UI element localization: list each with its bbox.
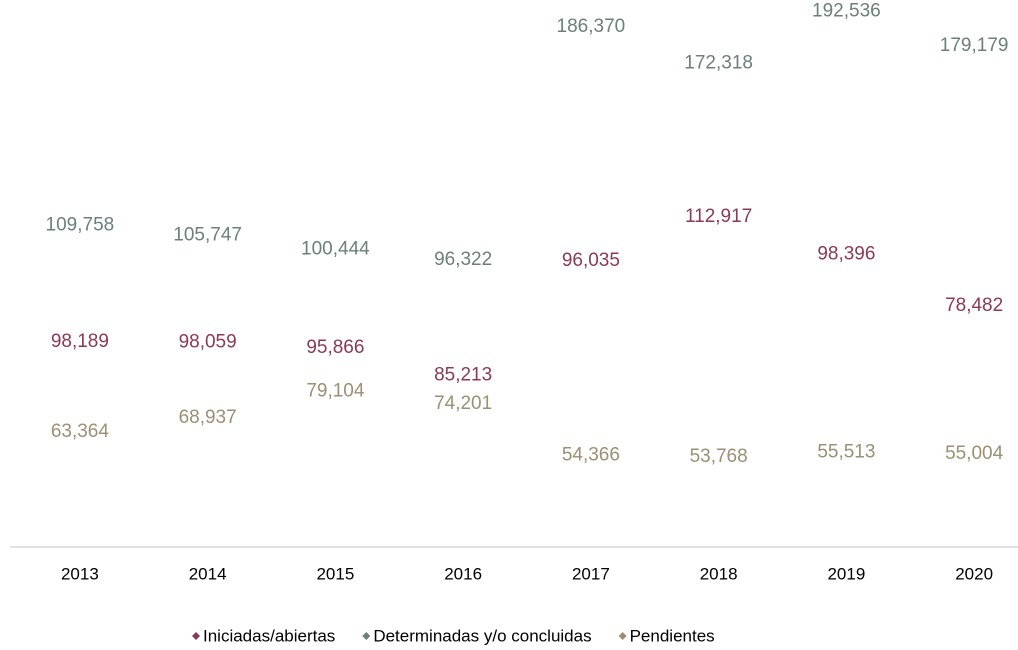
x-tick-label: 2015 [316, 564, 354, 583]
data-label: 105,747 [173, 225, 242, 246]
legend-marker [362, 632, 371, 640]
legend-label: Iniciadas/abiertas [203, 626, 335, 645]
data-label: 53,768 [690, 446, 748, 467]
data-label: 172,318 [684, 53, 753, 74]
legend-label: Pendientes [630, 626, 715, 645]
x-tick-label: 2020 [955, 564, 993, 583]
x-tick-label: 2014 [189, 564, 227, 583]
data-label: 74,201 [434, 393, 492, 414]
data-label: 55,004 [945, 443, 1004, 464]
data-label: 96,035 [562, 250, 620, 271]
data-label: 98,059 [179, 332, 237, 353]
x-tick-label: 2018 [700, 564, 738, 583]
data-label: 78,482 [945, 295, 1003, 316]
data-label: 85,213 [434, 365, 492, 386]
legend-marker [192, 632, 200, 640]
data-label: 95,866 [306, 337, 364, 358]
data-label: 112,917 [685, 206, 752, 227]
data-label: 98,396 [817, 244, 875, 265]
data-label: 186,370 [557, 16, 626, 37]
legend-marker [618, 632, 627, 640]
data-label: 68,937 [179, 407, 237, 428]
data-label: 100,444 [301, 238, 370, 259]
data-label: 63,364 [51, 421, 110, 442]
x-tick-label: 2017 [572, 564, 610, 583]
data-label: 98,189 [51, 331, 109, 352]
x-tick-label: 2019 [827, 564, 865, 583]
data-label: 54,366 [562, 444, 620, 465]
x-tick-label: 2016 [444, 564, 482, 583]
data-label: 179,179 [940, 35, 1009, 56]
data-label: 79,104 [306, 381, 365, 402]
legend-label: Determinadas y/o concluidas [373, 626, 591, 645]
data-label: 109,758 [46, 214, 115, 235]
data-label: 192,536 [812, 0, 881, 21]
x-tick-label: 2013 [61, 564, 99, 583]
data-label: 55,513 [817, 442, 875, 463]
data-label: 96,322 [434, 249, 492, 270]
